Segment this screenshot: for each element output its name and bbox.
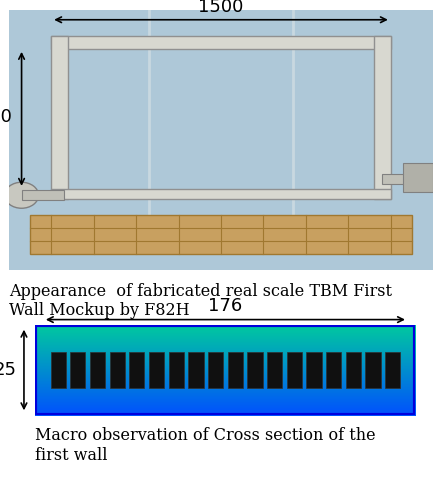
FancyBboxPatch shape	[228, 352, 243, 388]
FancyBboxPatch shape	[306, 352, 322, 388]
FancyBboxPatch shape	[90, 352, 105, 388]
FancyBboxPatch shape	[70, 352, 85, 388]
FancyBboxPatch shape	[346, 352, 361, 388]
FancyBboxPatch shape	[326, 352, 341, 388]
FancyBboxPatch shape	[129, 352, 145, 388]
Text: 176: 176	[208, 297, 243, 315]
FancyBboxPatch shape	[169, 352, 184, 388]
FancyBboxPatch shape	[267, 352, 282, 388]
FancyBboxPatch shape	[51, 188, 391, 198]
FancyBboxPatch shape	[30, 215, 412, 254]
FancyBboxPatch shape	[374, 36, 391, 198]
FancyBboxPatch shape	[110, 352, 125, 388]
FancyBboxPatch shape	[208, 352, 223, 388]
FancyBboxPatch shape	[22, 190, 64, 200]
FancyBboxPatch shape	[51, 36, 68, 198]
FancyBboxPatch shape	[287, 352, 302, 388]
FancyBboxPatch shape	[404, 163, 433, 192]
Text: 600: 600	[0, 108, 13, 126]
Text: 1500: 1500	[198, 0, 244, 16]
FancyBboxPatch shape	[385, 352, 400, 388]
Circle shape	[404, 166, 438, 192]
Text: Macro observation of Cross section of the
first wall: Macro observation of Cross section of th…	[35, 428, 376, 464]
FancyBboxPatch shape	[366, 352, 381, 388]
Text: 25: 25	[0, 361, 16, 379]
FancyBboxPatch shape	[50, 352, 66, 388]
Text: Appearance  of fabricated real scale TBM First
Wall Mockup by F82H: Appearance of fabricated real scale TBM …	[9, 282, 392, 319]
FancyBboxPatch shape	[382, 174, 420, 184]
FancyBboxPatch shape	[51, 36, 391, 49]
FancyBboxPatch shape	[188, 352, 203, 388]
Circle shape	[4, 182, 38, 208]
FancyBboxPatch shape	[248, 352, 263, 388]
FancyBboxPatch shape	[149, 352, 164, 388]
FancyBboxPatch shape	[9, 10, 433, 270]
